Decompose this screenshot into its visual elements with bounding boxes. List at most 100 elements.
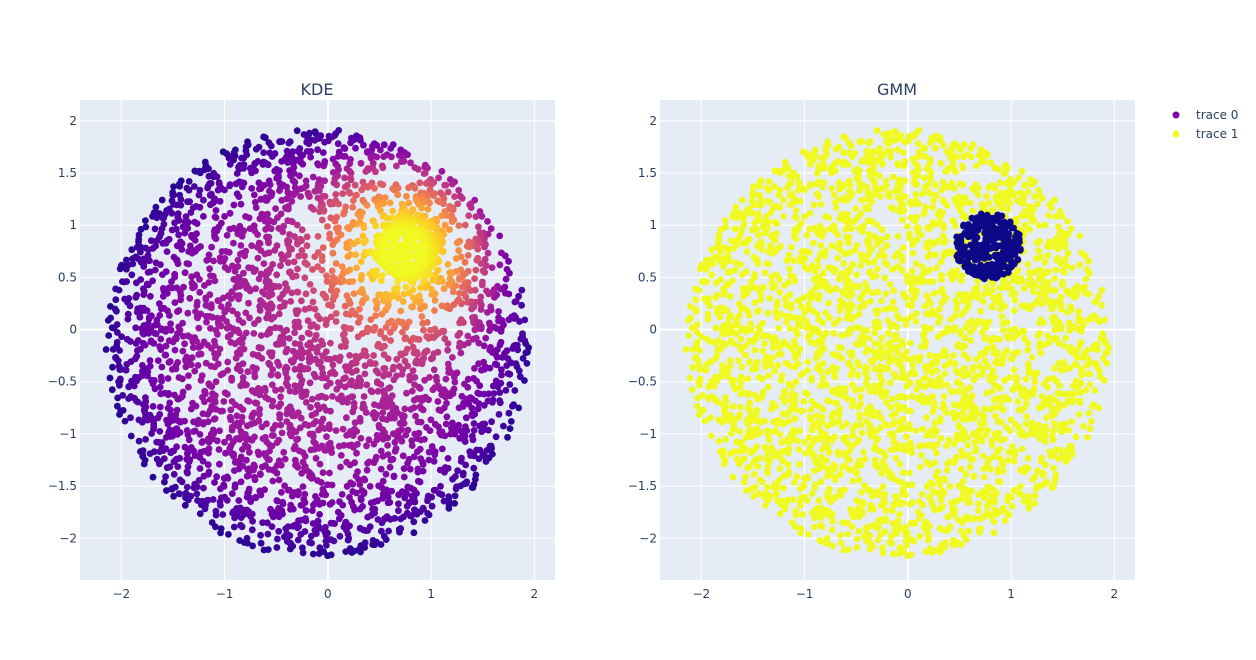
kde-point [250,191,258,199]
kde-point [329,200,337,208]
kde-point [306,193,313,201]
kde-point [372,168,379,176]
gmm-trace-1-point [808,490,816,497]
kde-point [297,414,305,422]
kde-point [165,235,173,243]
gmm-trace-1-point [887,203,895,211]
kde-point [346,266,354,274]
kde-point [453,239,461,247]
kde-point [489,382,497,390]
kde-point [170,492,178,500]
kde-point [455,222,463,230]
gmm-trace-1-point [765,383,772,391]
kde-point [274,358,281,366]
kde-point [184,463,192,471]
gmm-trace-1-point [776,288,784,296]
kde-point [263,420,270,428]
kde-point [430,457,438,465]
kde-point [118,333,125,341]
kde-point [256,470,264,478]
kde-point [182,213,190,221]
gmm-trace-1-point [1057,293,1065,301]
gmm-trace-1-point [871,340,879,347]
kde-point [252,204,260,212]
gmm-trace-1-point [787,325,794,332]
gmm-trace-1-point [920,441,928,449]
kde-point [442,420,450,428]
kde-point [515,404,523,412]
gmm-trace-1-point [993,431,1000,438]
kde-point [387,231,395,239]
kde-point [372,272,380,279]
kde-point [403,252,410,259]
kde-point [302,388,310,396]
kde-point [201,388,209,395]
gmm-trace-1-point [792,207,800,214]
kde-point [341,174,348,182]
kde-point [176,454,184,462]
kde-point [318,392,326,400]
gmm-trace-1-point [973,162,980,170]
kde-y-tick-labels: −2−1.5−1−0.500.511.52 [48,114,77,545]
kde-point [257,539,265,547]
kde-point [388,392,396,400]
kde-point [346,493,353,501]
kde-point [332,260,340,267]
kde-point [427,416,435,424]
kde-y-tick-label: 0 [69,323,77,337]
kde-point [403,345,411,353]
kde-point [204,461,212,469]
kde-point [228,490,236,497]
gmm-trace-1-point [849,477,857,485]
kde-point [181,501,189,509]
kde-y-tick-label: 2 [69,114,77,128]
kde-point [264,310,272,317]
kde-point [245,214,253,222]
gmm-trace-1-point [1025,505,1033,512]
gmm-trace-1-point [929,203,937,211]
gmm-trace-1-point [776,465,784,472]
gmm-trace-1-point [898,216,906,224]
gmm-trace-1-point [1091,387,1099,394]
kde-point [383,513,391,520]
kde-point [357,159,365,167]
kde-point [255,417,263,424]
gmm-trace-1-point [1005,334,1012,342]
kde-point [353,191,360,199]
kde-point [122,366,130,374]
kde-point [448,180,456,188]
kde-point [350,399,358,407]
kde-point [363,381,371,389]
kde-point [434,197,442,205]
gmm-trace-1-point [1031,378,1039,386]
kde-point [291,456,299,464]
kde-point [303,233,311,241]
gmm-trace-1-point [815,497,823,504]
kde-point [291,521,299,529]
kde-point [474,389,482,397]
gmm-trace-1-point [828,526,836,534]
kde-point [294,409,302,416]
kde-point [177,196,185,203]
kde-point [296,372,304,380]
kde-point [296,341,304,348]
kde-point [480,342,488,350]
kde-point [146,257,153,265]
gmm-trace-1-point [1005,456,1013,464]
kde-point [242,329,250,337]
kde-point [269,477,277,485]
gmm-trace-1-point [1024,188,1032,196]
kde-point [336,498,343,506]
gmm-trace-1-point [722,436,729,443]
kde-point [312,331,320,339]
kde-point [311,137,319,144]
gmm-trace-1-point [1029,354,1036,361]
kde-point [102,346,110,353]
kde-point [464,375,472,383]
kde-point [511,298,519,306]
kde-point [364,324,371,332]
kde-point [277,421,285,429]
kde-points [102,126,532,560]
gmm-trace-1-point [933,449,940,457]
kde-point [220,481,228,489]
